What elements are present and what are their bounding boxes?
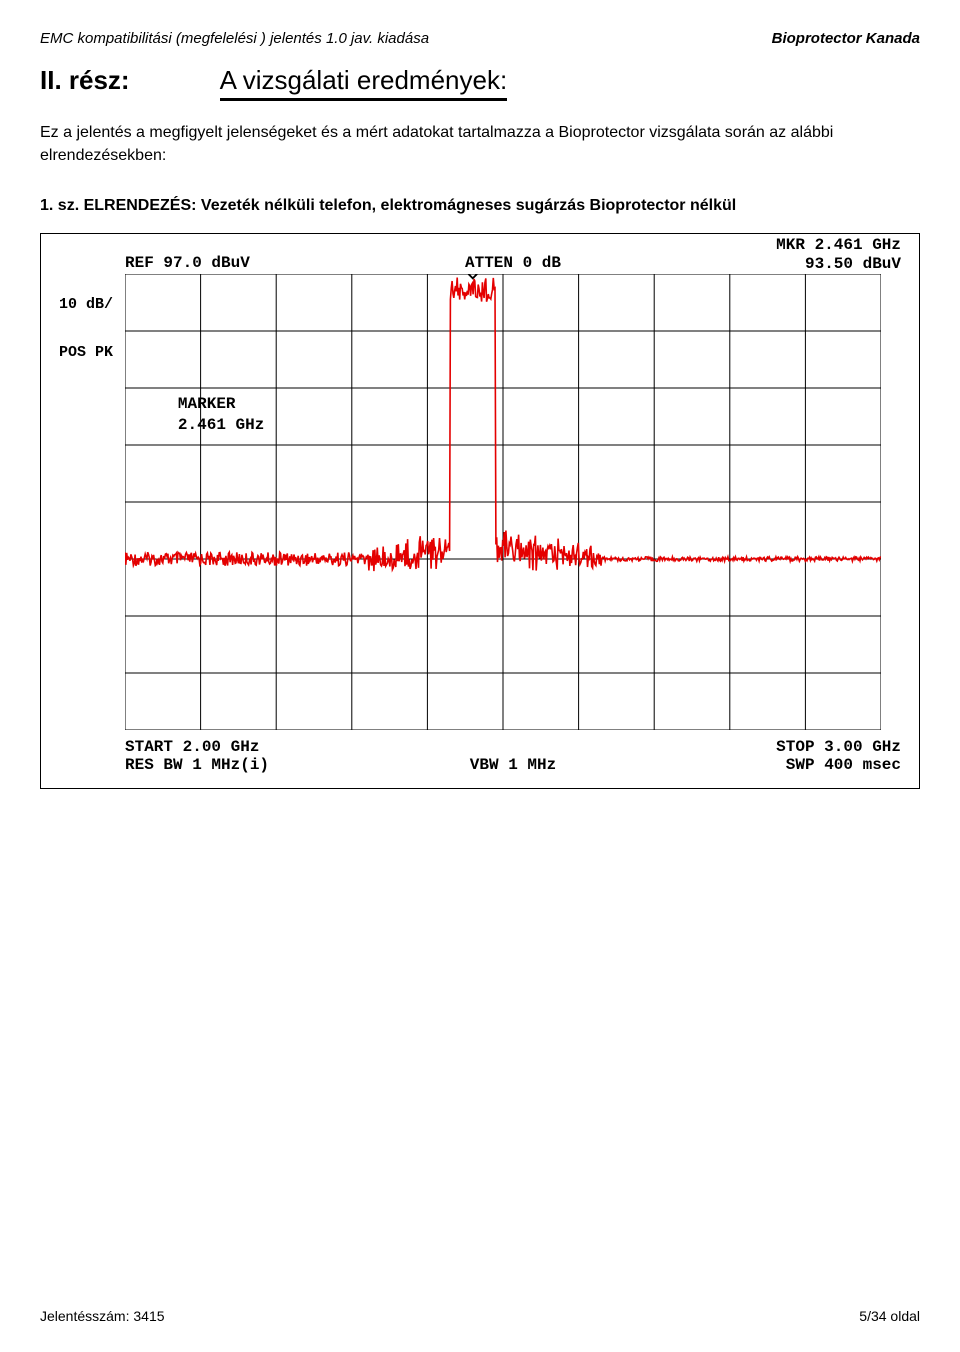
arrangement-title: 1. sz. ELRENDEZÉS: Vezeték nélküli telef… bbox=[40, 197, 920, 215]
marker-readout: MKR 2.461 GHz 93.50 dBuV bbox=[776, 236, 901, 273]
header-left: EMC kompatibilitási (megfelelési ) jelen… bbox=[40, 30, 429, 47]
report-number: Jelentésszám: 3415 bbox=[40, 1308, 165, 1324]
page-number: 5/34 oldal bbox=[859, 1308, 920, 1324]
section-heading: II. rész: A vizsgálati eredmények: bbox=[40, 65, 920, 101]
page-footer: Jelentésszám: 3415 5/34 oldal bbox=[40, 1308, 920, 1324]
chart-top-labels: REF 97.0 dBuV ATTEN 0 dB MKR 2.461 GHz 9… bbox=[125, 254, 901, 272]
spectrum-chart: REF 97.0 dBuV ATTEN 0 dB MKR 2.461 GHz 9… bbox=[40, 233, 920, 789]
atten-label: ATTEN 0 dB bbox=[465, 254, 561, 272]
detector-label: POS PK bbox=[59, 344, 125, 362]
left-axis-labels: 10 dB/ POS PK bbox=[59, 274, 125, 730]
page-header: EMC kompatibilitási (megfelelési ) jelen… bbox=[40, 30, 920, 47]
section-label: II. rész: bbox=[40, 65, 130, 96]
plot-area: MARKER 2.461 GHz bbox=[125, 274, 881, 730]
bottom-right-labels: STOP 3.00 GHzSWP 400 msec bbox=[776, 738, 901, 774]
header-right: Bioprotector Kanada bbox=[772, 30, 920, 47]
marker-overlay-text: MARKER 2.461 GHz bbox=[178, 394, 264, 436]
intro-text: Ez a jelentés a megfigyelt jelenségeket … bbox=[40, 121, 920, 167]
grid-svg bbox=[125, 274, 881, 730]
chart-bottom-labels: START 2.00 GHzRES BW 1 MHz(i) VBW 1 MHz … bbox=[125, 738, 901, 774]
ref-label: REF 97.0 dBuV bbox=[125, 254, 250, 272]
section-title: A vizsgálati eredmények: bbox=[220, 65, 508, 101]
vbw-label: VBW 1 MHz bbox=[470, 756, 556, 774]
y-scale-label: 10 dB/ bbox=[59, 296, 125, 314]
